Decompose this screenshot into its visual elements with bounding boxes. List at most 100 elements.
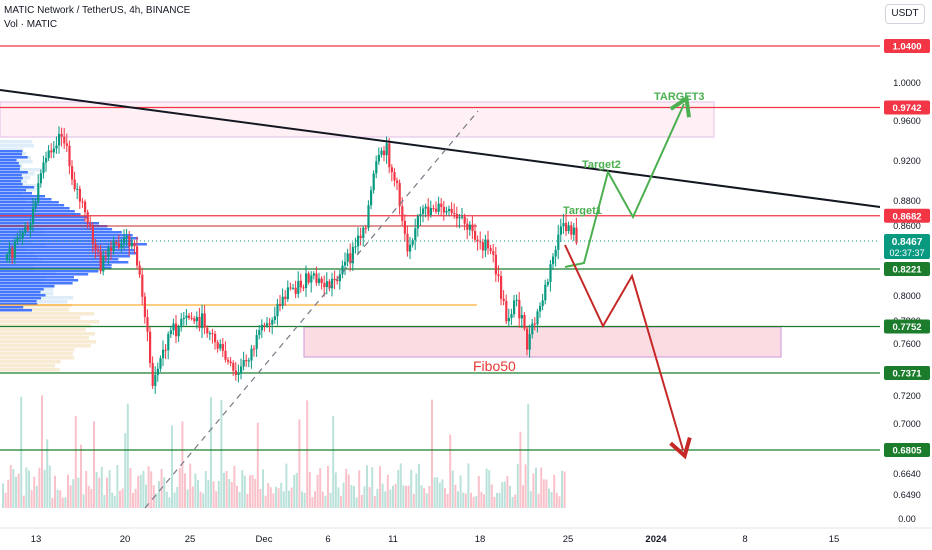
volume-bar <box>121 488 124 508</box>
profile-row <box>0 184 40 188</box>
profile-row <box>0 213 81 216</box>
price-tick-label: 0.8600 <box>893 221 921 231</box>
volume-bar <box>220 399 223 508</box>
candle-body <box>401 206 404 221</box>
candle-body <box>19 237 22 239</box>
candle-body <box>546 281 549 285</box>
profile-row <box>0 252 137 255</box>
volume-bar <box>150 471 153 508</box>
profile-row <box>0 156 28 159</box>
candle-body <box>237 373 240 375</box>
candle-body <box>484 239 487 251</box>
candle-body <box>338 274 341 282</box>
volume-bar <box>272 493 275 508</box>
candle-body <box>422 208 425 214</box>
volume-bar <box>275 486 277 508</box>
candle-body <box>531 323 534 335</box>
time-axis-ticks[interactable]: 13 20 25 Dec 6 11 18 25 2024 8 15 <box>31 534 840 545</box>
candle-body <box>86 212 89 224</box>
profile-row <box>0 153 22 156</box>
candle-body <box>102 256 105 272</box>
volume-bar <box>269 487 272 508</box>
volume-bar <box>4 492 7 508</box>
volume-bar <box>542 479 545 508</box>
price-tick-label: 0.9600 <box>893 116 921 126</box>
candle-body <box>492 251 495 255</box>
candle-body <box>260 324 263 331</box>
dashed-trendline[interactable] <box>144 110 479 509</box>
bullish-projection-path[interactable] <box>564 95 691 268</box>
candle-body <box>539 306 542 312</box>
volume-bar <box>340 495 342 508</box>
volume-bar <box>80 444 82 508</box>
candle-body <box>442 206 445 213</box>
volume-bar <box>106 477 108 508</box>
candle-body <box>94 243 97 250</box>
volume-bar <box>33 476 36 508</box>
volume-bar <box>527 403 530 508</box>
volume-bar <box>246 493 249 508</box>
descending-trendline[interactable] <box>0 89 881 208</box>
candle-body <box>6 254 9 260</box>
candle-body <box>312 273 315 276</box>
plot-area[interactable] <box>0 0 880 528</box>
price-level-tag-label: 0.7752 <box>892 322 921 333</box>
volume-bar <box>438 482 441 508</box>
volume-bar <box>360 494 363 508</box>
candle-body <box>99 251 102 272</box>
profile-row <box>0 246 131 249</box>
volume-bar <box>204 471 207 508</box>
volume-bar <box>17 473 20 508</box>
volume-bar <box>90 488 93 508</box>
bearish-projection-path[interactable] <box>564 244 692 460</box>
candle-body <box>52 148 55 153</box>
volume-bar <box>238 491 241 508</box>
volume-bar <box>158 481 160 508</box>
candle-body <box>396 180 399 184</box>
volume-bar <box>233 465 236 508</box>
volume-bar <box>43 469 46 508</box>
volume-bar <box>353 485 355 508</box>
candle-body <box>307 273 310 283</box>
volume-bar <box>342 482 345 508</box>
volume-bar <box>103 495 106 508</box>
volume-bar <box>548 488 550 508</box>
volume-bar <box>241 470 244 508</box>
volume-bar <box>194 473 197 508</box>
volume-bar <box>256 422 259 508</box>
volume-bar <box>516 463 519 508</box>
volume-bar <box>459 475 462 508</box>
volume-bar <box>514 494 517 508</box>
volume-bar <box>264 495 267 508</box>
candle-body <box>159 358 162 369</box>
volume-bar <box>142 470 145 508</box>
candle-body <box>565 222 568 232</box>
volume-bar <box>381 483 384 508</box>
candle-body <box>130 242 133 247</box>
volume-bar <box>178 468 181 508</box>
candle-body <box>359 235 362 239</box>
volume-bar <box>410 469 413 508</box>
candle-body <box>8 248 11 255</box>
candle-body <box>39 173 42 184</box>
volume-bar <box>82 494 85 508</box>
candle-body <box>393 172 396 181</box>
candle-body <box>526 328 529 350</box>
volume-bar <box>280 482 283 508</box>
profile-row <box>0 312 95 316</box>
profile-row <box>0 261 129 264</box>
candle-body <box>466 223 469 230</box>
volume-bar <box>48 465 51 508</box>
candle-body <box>507 317 510 322</box>
currency-button[interactable]: USDT <box>885 4 925 24</box>
price-level-tag-label: 0.8221 <box>892 265 922 276</box>
profile-row <box>0 304 72 308</box>
volume-bar <box>524 464 527 508</box>
candle-body <box>125 236 128 238</box>
volume-bar <box>555 492 558 508</box>
candle-body <box>71 166 74 180</box>
volume-bar <box>561 470 563 508</box>
volume-bar <box>376 488 379 508</box>
